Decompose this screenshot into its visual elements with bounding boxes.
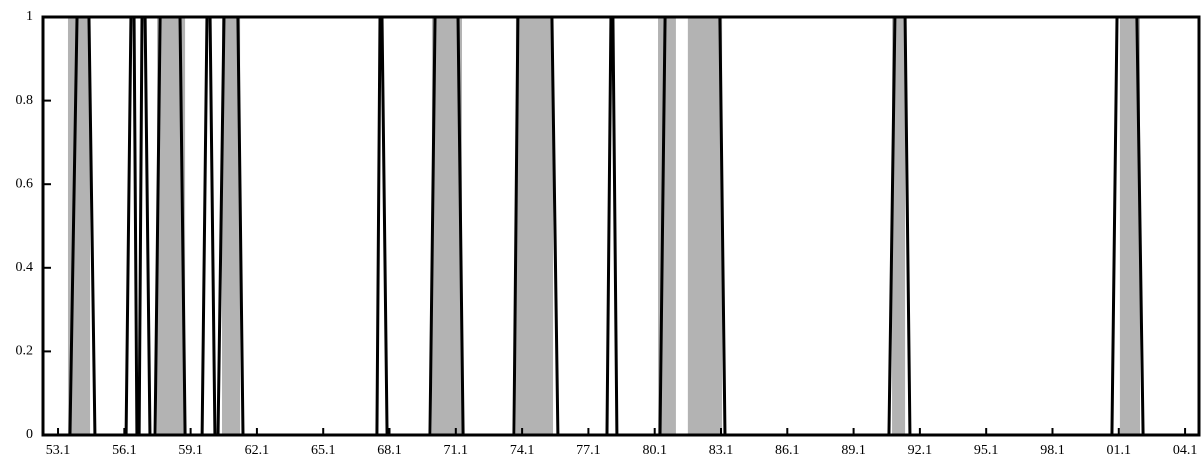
shaded-band <box>687 17 723 435</box>
shaded-band <box>67 17 91 435</box>
x-tick-label: 62.1 <box>245 443 270 458</box>
x-tick-label: 56.1 <box>112 443 137 458</box>
x-tick-label: 71.1 <box>444 443 469 458</box>
plot-frame <box>41 15 1201 437</box>
x-tick-label: 98.1 <box>1040 443 1065 458</box>
x-tick-label: 68.1 <box>377 443 402 458</box>
x-tick-label: 04.1 <box>1173 443 1198 458</box>
shaded-band <box>1119 17 1140 435</box>
x-tick-label: 83.1 <box>709 443 734 458</box>
x-tick-label: 01.1 <box>1107 443 1132 458</box>
shaded-band <box>515 17 554 435</box>
shaded-band <box>431 17 462 435</box>
line <box>44 15 1198 437</box>
y-tick-label: 1 <box>26 9 33 24</box>
x-tick-label: 89.1 <box>841 443 866 458</box>
x-tick-label: 74.1 <box>510 443 535 458</box>
x-tick-label: 65.1 <box>311 443 336 458</box>
x-tick-label: 77.1 <box>576 443 601 458</box>
y-tick-label: 0.4 <box>16 260 34 275</box>
y-tick-label: 0.6 <box>16 176 34 191</box>
y-tick-label: 0 <box>26 427 33 442</box>
x-tick-label: 59.1 <box>178 443 203 458</box>
x-tick-label: 53.1 <box>46 443 71 458</box>
shaded-band <box>222 17 241 435</box>
shaded-band <box>892 17 906 435</box>
x-tick-label: 95.1 <box>974 443 999 458</box>
x-tick-label: 86.1 <box>775 443 800 458</box>
y-tick-label: 0.8 <box>16 93 34 108</box>
y-tick-label: 0.2 <box>16 344 34 359</box>
x-tick-label: 80.1 <box>642 443 667 458</box>
x-tick-label: 92.1 <box>908 443 933 458</box>
